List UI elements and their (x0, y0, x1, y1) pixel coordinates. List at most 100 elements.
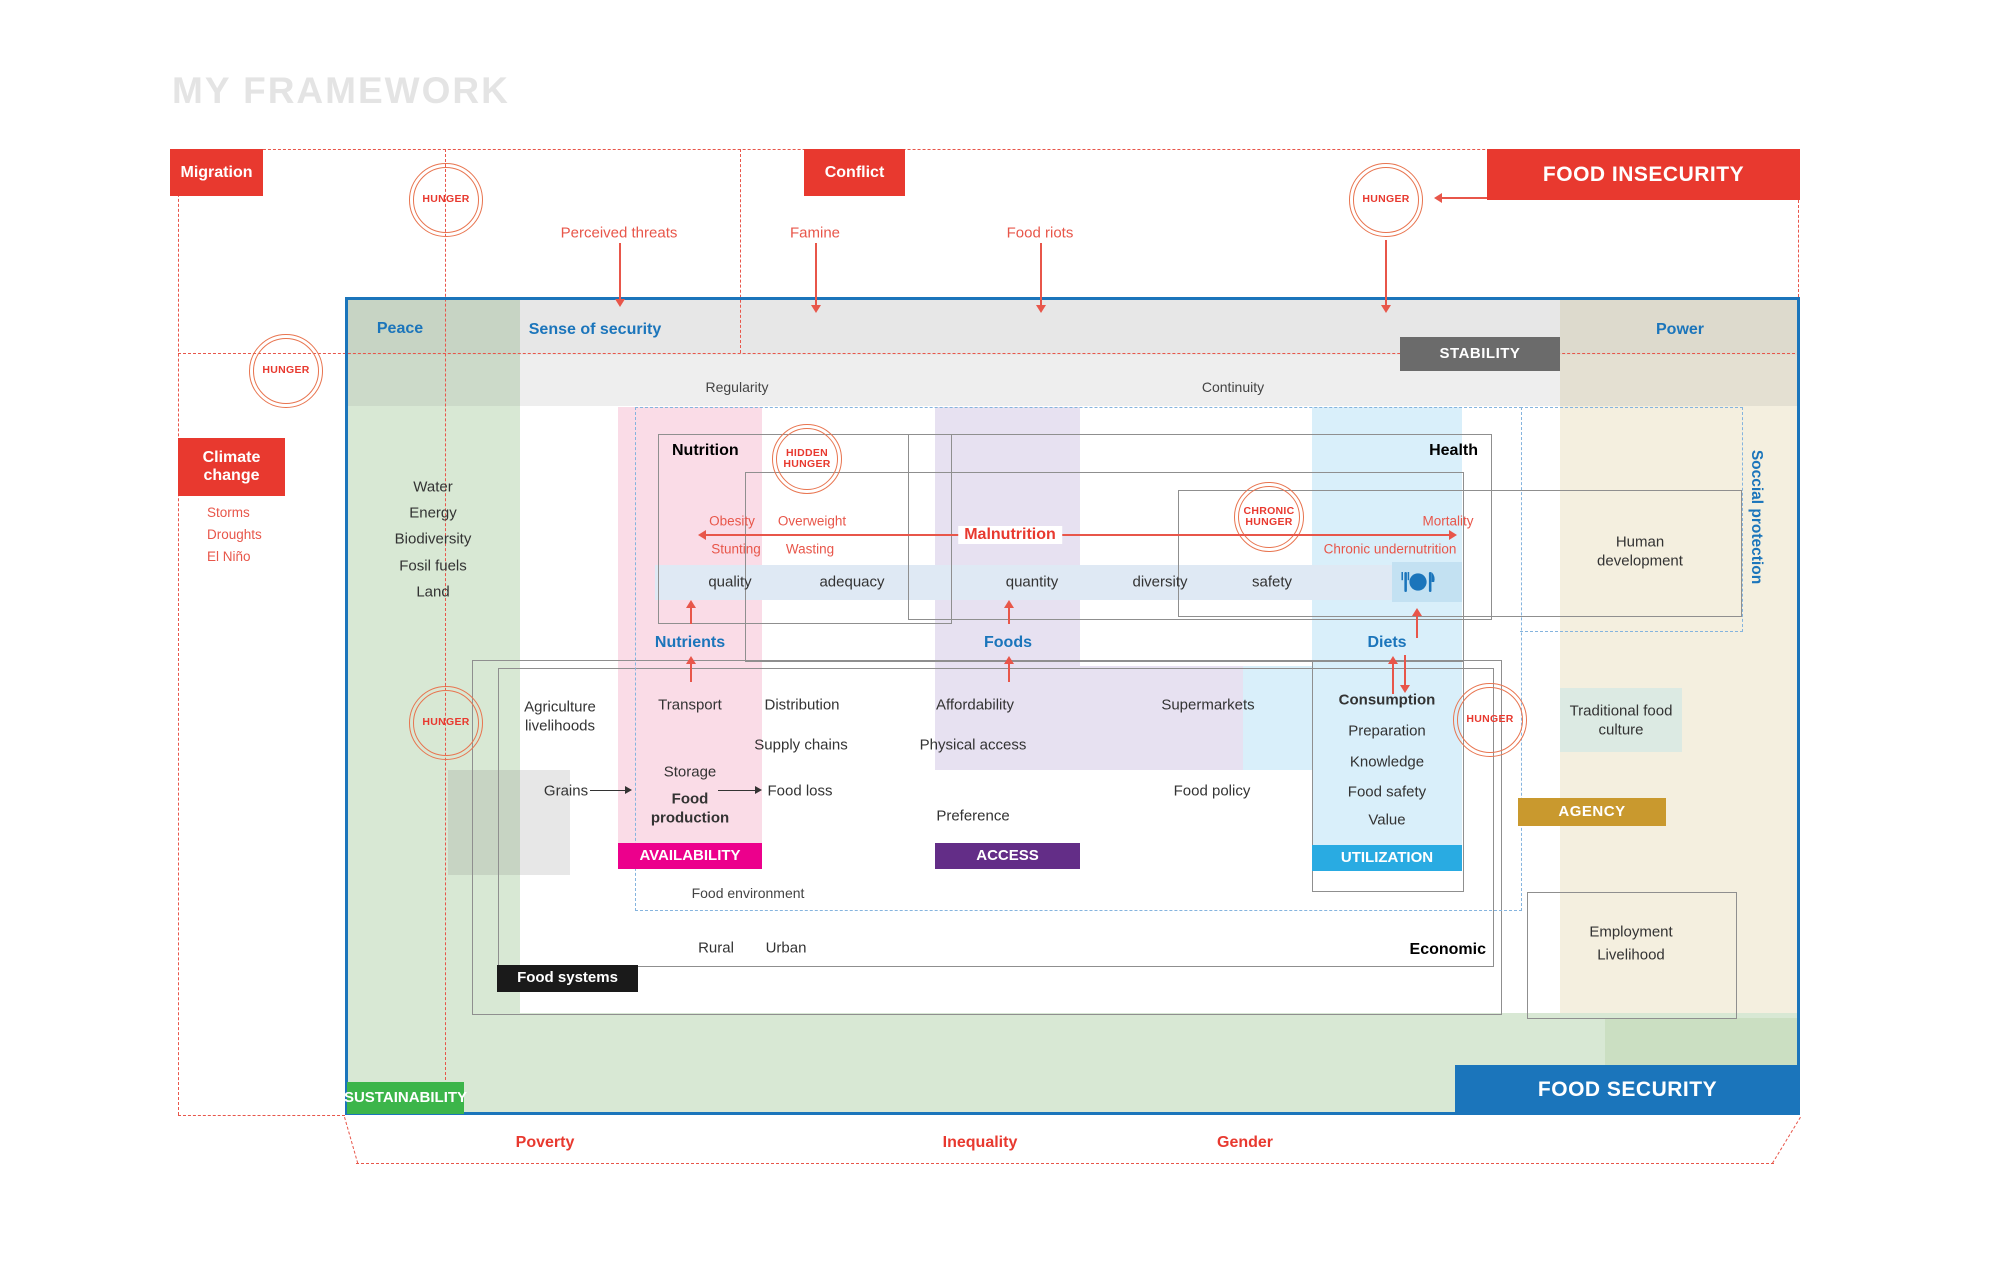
resource-fosil-fuels: Fosil fuels (399, 557, 467, 575)
wasting-label: Wasting (785, 541, 835, 557)
dining-icon (1398, 567, 1438, 602)
perceived-threats-label: Perceived threats (560, 224, 678, 242)
sustainability-bar: SUSTAINABILITY (344, 1082, 467, 1114)
availability-bar: AVAILABILITY (618, 843, 762, 869)
food-loss-arrow (718, 785, 762, 796)
hunger-stability-arrow (1381, 240, 1390, 313)
foods-arrow-above (1004, 600, 1013, 624)
malnutrition-label: Malnutrition (958, 526, 1062, 544)
stunting-label: Stunting (711, 541, 761, 557)
economic-label: Economic (1409, 941, 1486, 958)
hunger-ring-label: HUNGER (422, 193, 470, 206)
hunger-ring-label: HUNGER (1466, 713, 1514, 726)
chronic-hunger-label: CHRONIC HUNGER (1243, 504, 1295, 528)
food-riots-label: Food riots (1006, 224, 1074, 242)
climate-change-box: Climate change (178, 438, 285, 496)
food-policy-label: Food policy (1173, 782, 1251, 800)
access-bar: ACCESS (935, 843, 1080, 869)
climate-item-storms: Storms (207, 505, 250, 520)
rural-label: Rural (698, 939, 734, 957)
sense-of-security-label: Sense of security (528, 321, 662, 338)
value-label: Value (1368, 811, 1406, 829)
bottom-green-dark-block (1605, 1018, 1797, 1065)
consumption-label: Consumption (1338, 691, 1436, 709)
human-development-box (1178, 490, 1742, 617)
resource-land: Land (416, 583, 450, 601)
dashed-bottom-left-diagonal (344, 1117, 359, 1164)
storage-label: Storage (663, 763, 717, 781)
employment-box (1527, 892, 1737, 1019)
social-protection-dashed-box (1520, 407, 1743, 632)
peace-label: Peace (376, 320, 424, 337)
health-box (908, 434, 1492, 620)
hunger-ring-top-left: HUNGER (409, 163, 483, 237)
nutrients-arrow-below (686, 656, 695, 682)
lightblue-column (1312, 407, 1462, 845)
nutrients-arrow-above (686, 600, 695, 624)
physical-access-label: Physical access (919, 736, 1027, 754)
food-systems-bar: Food systems (497, 965, 638, 992)
malnutrition-arrow-line (698, 530, 1457, 539)
mortality-label: Mortality (1422, 513, 1474, 529)
adequacy-label: adequacy (819, 573, 885, 591)
hidden-hunger-label: HIDDEN HUNGER (783, 446, 831, 470)
agency-bar: AGENCY (1518, 798, 1666, 826)
stability-box: STABILITY (1400, 337, 1560, 371)
food-riots-arrow (1036, 243, 1045, 313)
climate-item-elnino: El Niño (207, 549, 251, 564)
quantity-label: quantity (1005, 573, 1059, 591)
migration-box: Migration (170, 149, 263, 196)
inequality-label: Inequality (942, 1134, 1018, 1151)
hidden-hunger-ring: HIDDEN HUNGER (772, 424, 842, 494)
grains-label: Grains (543, 782, 589, 800)
beige-column (1560, 300, 1797, 1018)
human-development-label: Human development (1597, 533, 1683, 569)
safety-label: safety (1251, 573, 1293, 591)
dashed-left-vertical (178, 149, 179, 1115)
affordability-label: Affordability (935, 696, 1015, 714)
climate-item-droughts: Droughts (207, 527, 262, 542)
foods-arrow-below (1004, 656, 1013, 682)
hunger-ring-top-right: HUNGER (1349, 163, 1423, 237)
dashed-right-vertical (1798, 200, 1799, 297)
malnutrition-box (745, 472, 1464, 662)
dashed-hunger-vertical (445, 149, 446, 1080)
hunger-ring-peace: HUNGER (249, 334, 323, 408)
dining-arrow-up (1412, 608, 1421, 638)
knowledge-label: Knowledge (1349, 753, 1425, 771)
hunger-ring-agency: HUNGER (1453, 683, 1527, 757)
urban-label: Urban (765, 939, 807, 957)
hunger-ring-label: HUNGER (1362, 193, 1410, 206)
lightblue-block (1243, 666, 1312, 770)
conflict-box: Conflict (804, 149, 905, 196)
continuity-label: Continuity (1201, 379, 1265, 395)
agriculture-livelihoods-label: Agriculture livelihoods (524, 698, 596, 734)
resource-energy: Energy (409, 504, 457, 522)
preparation-label: Preparation (1348, 722, 1426, 740)
perceived-threats-arrow (615, 243, 624, 307)
resource-biodiversity: Biodiversity (394, 530, 472, 548)
utilization-bar: UTILIZATION (1312, 845, 1462, 871)
famine-label: Famine (789, 224, 841, 242)
power-label: Power (1655, 321, 1705, 338)
diets-arrow-up (1388, 656, 1397, 694)
chronic-hunger-ring: CHRONIC HUNGER (1234, 482, 1304, 552)
quality-label: quality (708, 573, 752, 591)
food-insecurity-hunger-arrow (1434, 193, 1487, 202)
traditional-food-culture-label: Traditional food culture (1569, 702, 1673, 738)
food-environment-label: Food environment (691, 885, 805, 901)
dashed-bottom-horizontal (356, 1163, 1774, 1164)
grains-arrow (590, 785, 632, 796)
regularity-label: Regularity (705, 379, 769, 395)
employment-livelihood-label: Employment Livelihood (1589, 923, 1673, 964)
social-protection-label: Soccial protection (1748, 449, 1765, 585)
dashed-stability-horizontal (178, 353, 1800, 354)
preference-label: Preference (936, 807, 1010, 825)
chronic-undernutrition-label: Chronic undernutrition (1323, 541, 1457, 557)
hunger-ring-label: HUNGER (262, 364, 310, 377)
supply-chains-label: Supply chains (754, 736, 848, 754)
famine-arrow (811, 243, 820, 313)
transport-label: Transport (658, 696, 722, 714)
resource-water: Water (413, 478, 453, 496)
